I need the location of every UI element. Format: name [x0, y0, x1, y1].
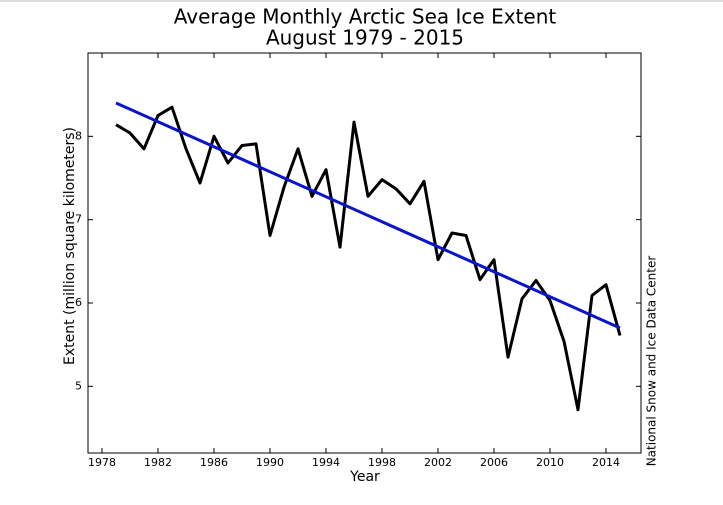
series-line	[115, 105, 622, 412]
x-tick-label: 1978	[88, 456, 116, 469]
x-tick-label: 1986	[200, 456, 228, 469]
chart-subtitle: August 1979 - 2015	[266, 26, 464, 50]
credit: National Snow and Ice Data Center	[645, 256, 659, 467]
x-axis-label: Year	[349, 469, 380, 485]
y-tick-label: 5	[75, 379, 82, 392]
chart-title: Average Monthly Arctic Sea Ice Extent	[174, 5, 557, 29]
plot-frame	[87, 52, 642, 454]
y-axis-label: Extent (million square kilometers)	[62, 127, 78, 365]
y-tick-label: 6	[75, 296, 82, 309]
y-tick-label: 7	[75, 213, 82, 226]
x-tick-label: 1982	[144, 456, 172, 469]
x-tick-label: 2010	[536, 456, 564, 469]
series-line	[115, 101, 621, 330]
x-tick-label: 2006	[480, 456, 508, 469]
x-tick-label: 1990	[256, 456, 284, 469]
x-tick-label: 1994	[312, 456, 340, 469]
x-tick-label: 2002	[424, 456, 452, 469]
x-tick-label: 2014	[592, 456, 620, 469]
y-tick-label: 8	[75, 129, 82, 142]
x-tick-label: 1998	[368, 456, 396, 469]
